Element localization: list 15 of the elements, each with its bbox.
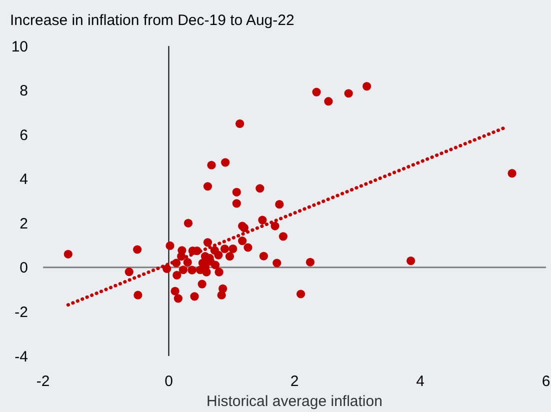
y-tick-label: 4 [20, 171, 28, 188]
y-tick-label: 10 [11, 38, 28, 56]
y-tick-label: -4 [14, 348, 28, 366]
x-tick-label: 2 [290, 373, 299, 390]
x-tick-label: 6 [542, 373, 550, 390]
x-tick-label: 0 [164, 373, 173, 390]
y-tick-label: 6 [20, 126, 28, 144]
y-tick-label: -2 [14, 304, 28, 321]
chart-title: Increase in inflation from Dec-19 to Aug-22 [10, 12, 294, 29]
y-tick-label: 2 [20, 215, 28, 232]
x-tick-label: 4 [416, 373, 424, 390]
y-tick-label: 8 [20, 82, 28, 100]
x-axis-title: Historical average inflation [206, 393, 382, 410]
y-tick-label: 0 [20, 260, 28, 277]
x-tick-label: -2 [36, 373, 50, 390]
